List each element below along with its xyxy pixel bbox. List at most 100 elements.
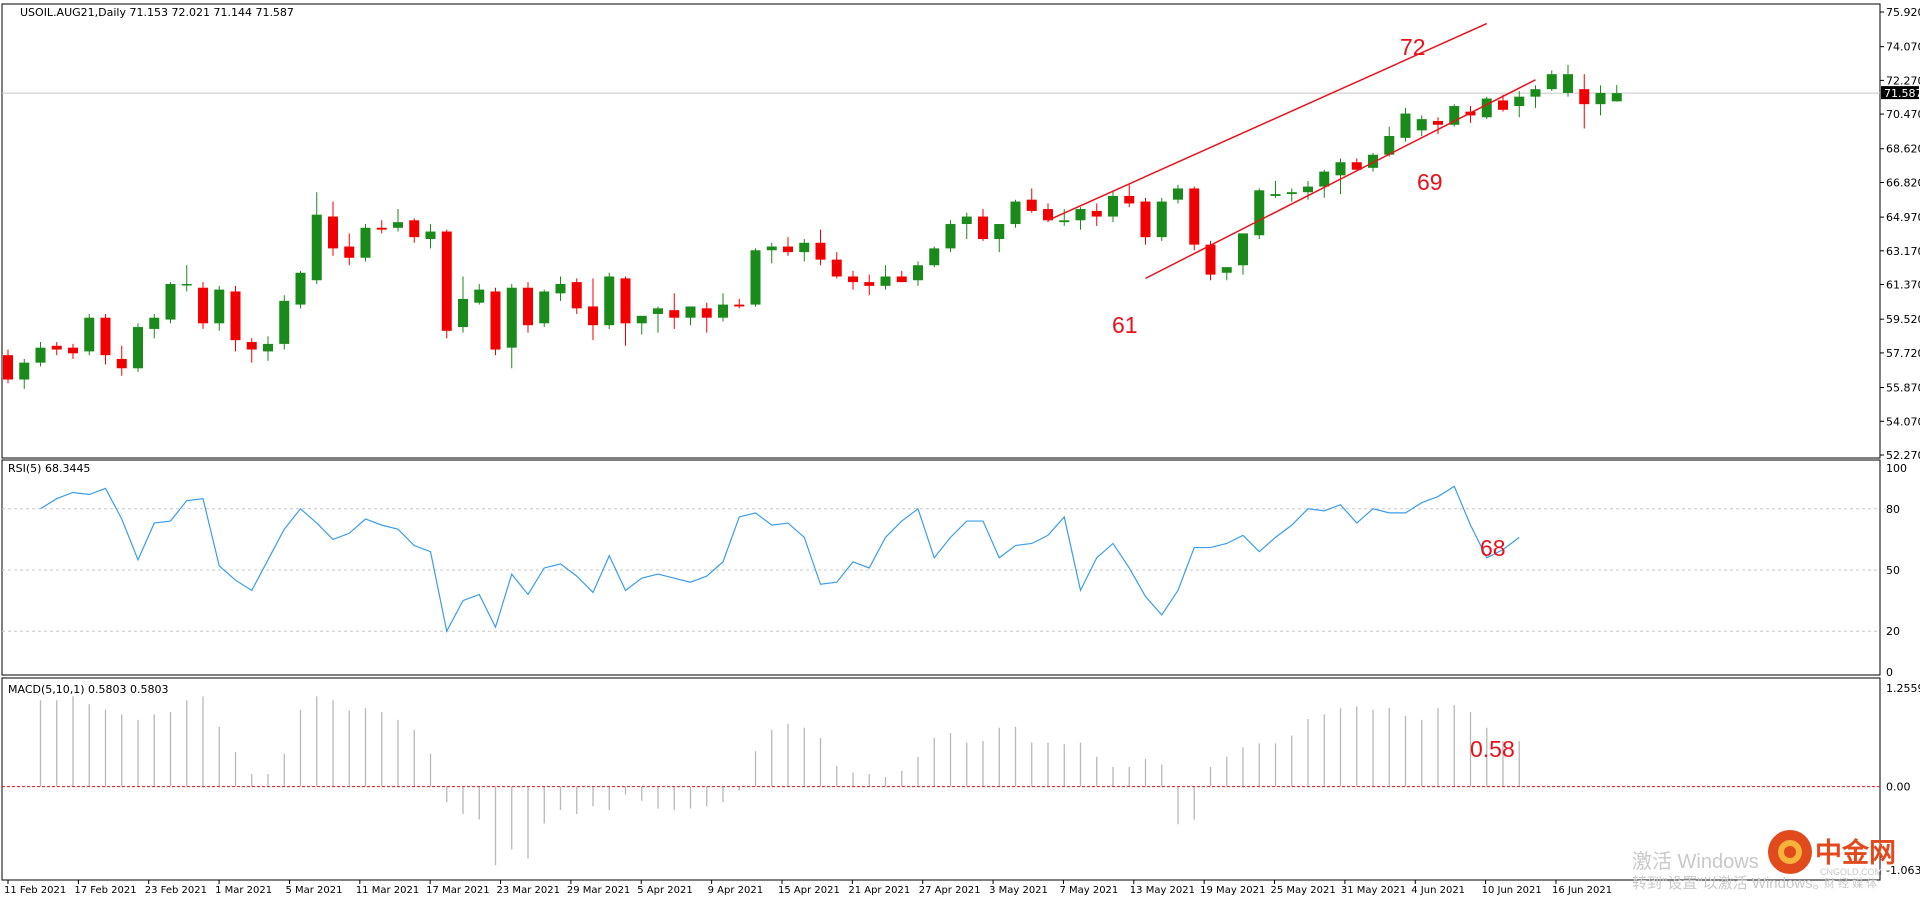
candle [1433, 117, 1443, 135]
price-tick: 57.720 [1886, 347, 1920, 360]
date-tick: 15 Apr 2021 [778, 885, 840, 896]
date-tick: 4 Jun 2021 [1411, 885, 1465, 896]
candle [181, 265, 192, 292]
candle [604, 272, 615, 329]
rsi-panel[interactable]: RSI(5) 68.3445 [2, 462, 1880, 633]
candle [653, 306, 663, 333]
candlestick-series [3, 64, 1622, 389]
price-tick: 54.070 [1886, 415, 1920, 428]
brand-name: 中金网 [1815, 837, 1896, 869]
price-tick: 74.070 [1886, 41, 1920, 54]
candle [1595, 85, 1606, 116]
candle [360, 224, 371, 262]
rsi-line [40, 485, 1520, 633]
candle [263, 336, 273, 361]
candle [1091, 203, 1102, 226]
date-tick: 9 Apr 2021 [708, 885, 763, 896]
candle [848, 270, 858, 290]
rsi-tick: 20 [1886, 625, 1900, 638]
date-tick: 29 Mar 2021 [567, 885, 630, 896]
candle [669, 293, 680, 329]
candle [198, 282, 208, 329]
candle [1579, 74, 1590, 129]
annotation-mid: 69 [1417, 169, 1443, 195]
candle [100, 313, 111, 365]
price-tick: 63.170 [1886, 245, 1920, 258]
candle [328, 201, 338, 256]
price-tag-text: 71.587 [1884, 87, 1920, 100]
candle [701, 302, 712, 333]
candle [1238, 233, 1248, 275]
candle [1351, 158, 1362, 170]
candle [344, 233, 355, 266]
candle [1563, 64, 1573, 97]
candle [523, 282, 533, 333]
candle [68, 343, 78, 359]
date-tick: 19 May 2021 [1200, 885, 1265, 896]
price-tick: 70.470 [1886, 108, 1920, 121]
channel-upper-line [1047, 22, 1488, 221]
candle [929, 246, 940, 268]
candle [685, 306, 696, 326]
macd-tick: 1.2559 [1886, 682, 1920, 695]
candle [246, 338, 257, 363]
price-axis: 75.920 74.070 72.270 70.470 68.620 66.820 64.9… [1880, 6, 1920, 877]
macd-header: MACD(5,10,1) 0.5803 0.5803 [8, 683, 169, 696]
candle [1189, 186, 1200, 251]
candle [978, 209, 988, 241]
candle [425, 224, 436, 249]
price-tick: 55.870 [1886, 382, 1920, 395]
date-tick: 3 May 2021 [989, 885, 1048, 896]
candle [230, 285, 241, 352]
date-tick: 5 Mar 2021 [285, 885, 342, 896]
macd-histogram [39, 696, 1520, 866]
candle [588, 278, 598, 341]
watermark-line1: 激活 Windows [1632, 850, 1759, 873]
candle [474, 283, 485, 305]
candle [961, 212, 972, 240]
price-tick: 68.620 [1886, 143, 1920, 156]
date-tick: 7 May 2021 [1059, 885, 1118, 896]
candle [1043, 203, 1053, 223]
watermark-line2: 转到"设置"以激活 Windows。 [1632, 875, 1828, 892]
candle [1498, 94, 1508, 112]
price-header: USOIL.AUG21,Daily 71.153 72.021 71.144 7… [20, 6, 294, 19]
candle [376, 220, 387, 234]
candle [1075, 207, 1086, 230]
candle [1303, 180, 1313, 200]
date-tick: 5 Apr 2021 [637, 885, 692, 896]
candle [409, 218, 420, 243]
date-tick: 11 Feb 2021 [4, 885, 66, 896]
candle [1254, 188, 1265, 240]
candle [1481, 96, 1492, 120]
watermark: 激活 Windows 转到"设置"以激活 Windows。 中金网 CNGOLD… [1632, 830, 1896, 892]
candle [1059, 209, 1070, 226]
candle [295, 270, 306, 309]
date-tick: 25 May 2021 [1271, 885, 1336, 896]
candle [1514, 91, 1525, 118]
candle [1140, 197, 1151, 245]
candle [214, 285, 225, 331]
candle [35, 342, 46, 367]
price-tick: 52.270 [1886, 449, 1920, 462]
candle [1026, 188, 1037, 213]
price-panel[interactable]: USOIL.AUG21,Daily 71.153 72.021 71.144 7… [2, 6, 1880, 389]
date-tick: 23 Feb 2021 [145, 885, 207, 896]
candle [636, 315, 647, 335]
candle [1124, 184, 1135, 208]
candle [165, 282, 176, 324]
candle [1546, 70, 1557, 92]
candle [1335, 158, 1346, 195]
candle [149, 313, 160, 339]
macd-tick: 0.00 [1886, 781, 1911, 794]
date-tick: 10 Jun 2021 [1482, 885, 1542, 896]
rsi-header: RSI(5) 68.3445 [8, 462, 90, 475]
date-tick: 17 Mar 2021 [426, 885, 489, 896]
macd-panel[interactable]: MACD(5,10,1) 0.5803 0.5803 [2, 683, 1880, 866]
candle [718, 293, 728, 322]
annotation-high: 72 [1400, 34, 1426, 60]
candle [1156, 197, 1167, 241]
candle [1384, 126, 1395, 157]
date-tick: 13 May 2021 [1130, 885, 1195, 896]
